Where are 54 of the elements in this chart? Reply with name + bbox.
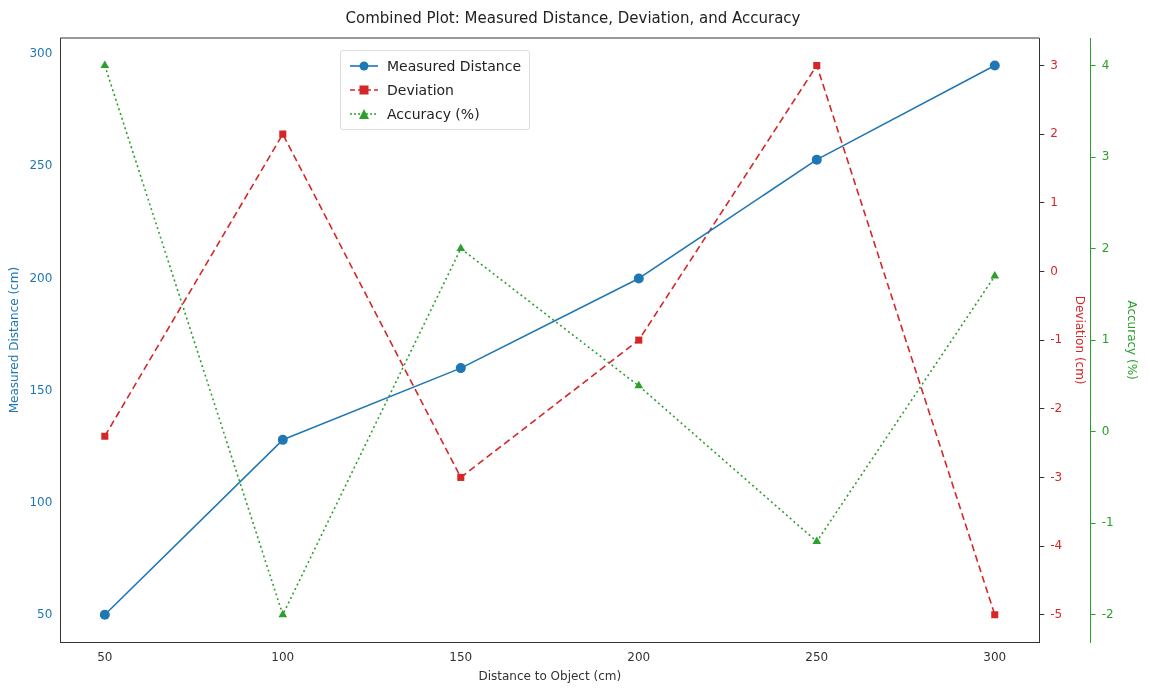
x-tick-label: 50 xyxy=(97,649,113,664)
y-tick-label: 50 xyxy=(37,606,53,621)
point xyxy=(100,60,110,68)
y-tick-label: 150 xyxy=(29,382,53,397)
x-tick-label: 100 xyxy=(271,649,295,664)
y2-tick-label: -2 xyxy=(1050,400,1063,415)
y-tick-label: 250 xyxy=(29,158,53,173)
y2-tick-label: 3 xyxy=(1050,57,1058,72)
y2-tick-label: 2 xyxy=(1050,126,1058,141)
point xyxy=(634,380,644,389)
point xyxy=(635,336,643,344)
y3-axis-title: Accuracy (%) xyxy=(1124,300,1139,380)
y2-tick-label: 1 xyxy=(1050,194,1058,209)
y-axis-title: Measured Distance (cm) xyxy=(7,266,22,414)
point xyxy=(633,273,644,284)
point xyxy=(989,60,1000,71)
point xyxy=(101,432,109,440)
legend-label: Accuracy (%) xyxy=(387,106,480,122)
point xyxy=(278,609,288,618)
y3-tick-label: 0 xyxy=(1101,423,1110,438)
point xyxy=(457,473,465,481)
y3-tick-label: 1 xyxy=(1101,332,1110,347)
point xyxy=(279,130,287,138)
point xyxy=(813,61,821,69)
x-tick-label: 300 xyxy=(983,649,1007,664)
point xyxy=(991,611,999,619)
y2-tick-label: -5 xyxy=(1050,606,1063,621)
point xyxy=(99,609,110,620)
x-tick-label: 150 xyxy=(449,649,473,664)
point xyxy=(277,434,288,445)
y2-tick-label: -3 xyxy=(1050,469,1063,484)
x-axis-title: Distance to Object (cm) xyxy=(478,668,622,683)
legend-label: Measured Distance xyxy=(387,58,522,74)
y-tick-label: 100 xyxy=(29,494,53,509)
legend-label: Deviation xyxy=(387,82,454,98)
y3-tick-label: -1 xyxy=(1101,515,1114,530)
chart-title: Combined Plot: Measured Distance, Deviation, and Accuracy xyxy=(345,8,801,27)
x-tick-label: 200 xyxy=(627,649,651,664)
y3-tick-label: -2 xyxy=(1101,606,1114,621)
x-tick-label: 250 xyxy=(805,649,829,664)
y3-tick-label: 4 xyxy=(1101,57,1110,72)
point xyxy=(990,271,1000,279)
point xyxy=(811,154,822,165)
y-tick-label: 200 xyxy=(29,270,53,285)
y-tick-label: 300 xyxy=(29,46,53,61)
y2-tick-label: -1 xyxy=(1050,332,1063,347)
y3-tick-label: 3 xyxy=(1101,149,1110,164)
y3-tick-label: 2 xyxy=(1101,240,1110,255)
point xyxy=(455,363,466,374)
point xyxy=(812,536,822,544)
y2-tick-label: -4 xyxy=(1050,538,1063,553)
y2-tick-label: 0 xyxy=(1050,263,1058,278)
point xyxy=(456,243,466,252)
y2-axis-title: Deviation (cm) xyxy=(1073,295,1088,385)
